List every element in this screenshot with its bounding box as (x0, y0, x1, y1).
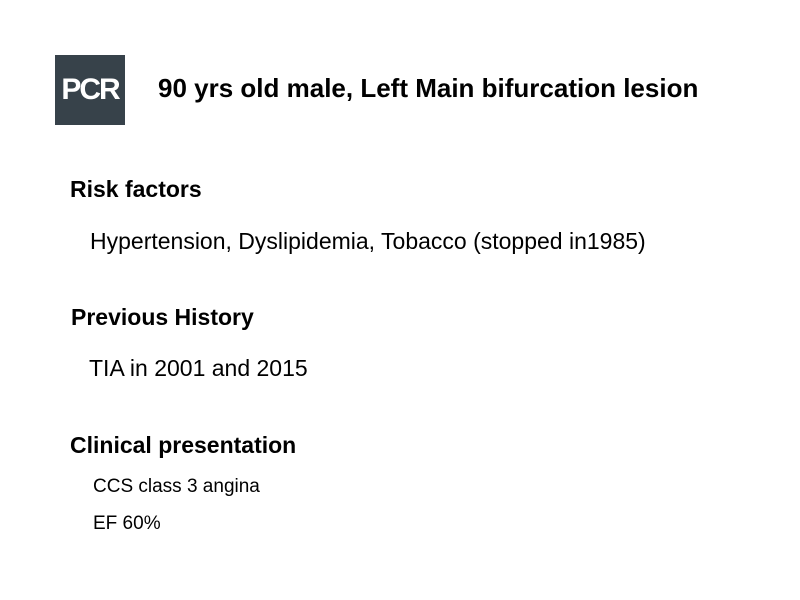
section-item: TIA in 2001 and 2015 (89, 355, 308, 381)
section-item: EF 60% (93, 513, 161, 534)
section-heading: Clinical presentation (70, 432, 297, 458)
section-heading: Previous History (71, 304, 254, 330)
slide-title: 90 yrs old male, Left Main bifurcation l… (158, 73, 699, 103)
logo: PCR (55, 55, 125, 125)
section-item: Hypertension, Dyslipidemia, Tobacco (sto… (90, 228, 646, 254)
section-item: CCS class 3 angina (93, 476, 260, 497)
section-heading: Risk factors (70, 176, 202, 202)
